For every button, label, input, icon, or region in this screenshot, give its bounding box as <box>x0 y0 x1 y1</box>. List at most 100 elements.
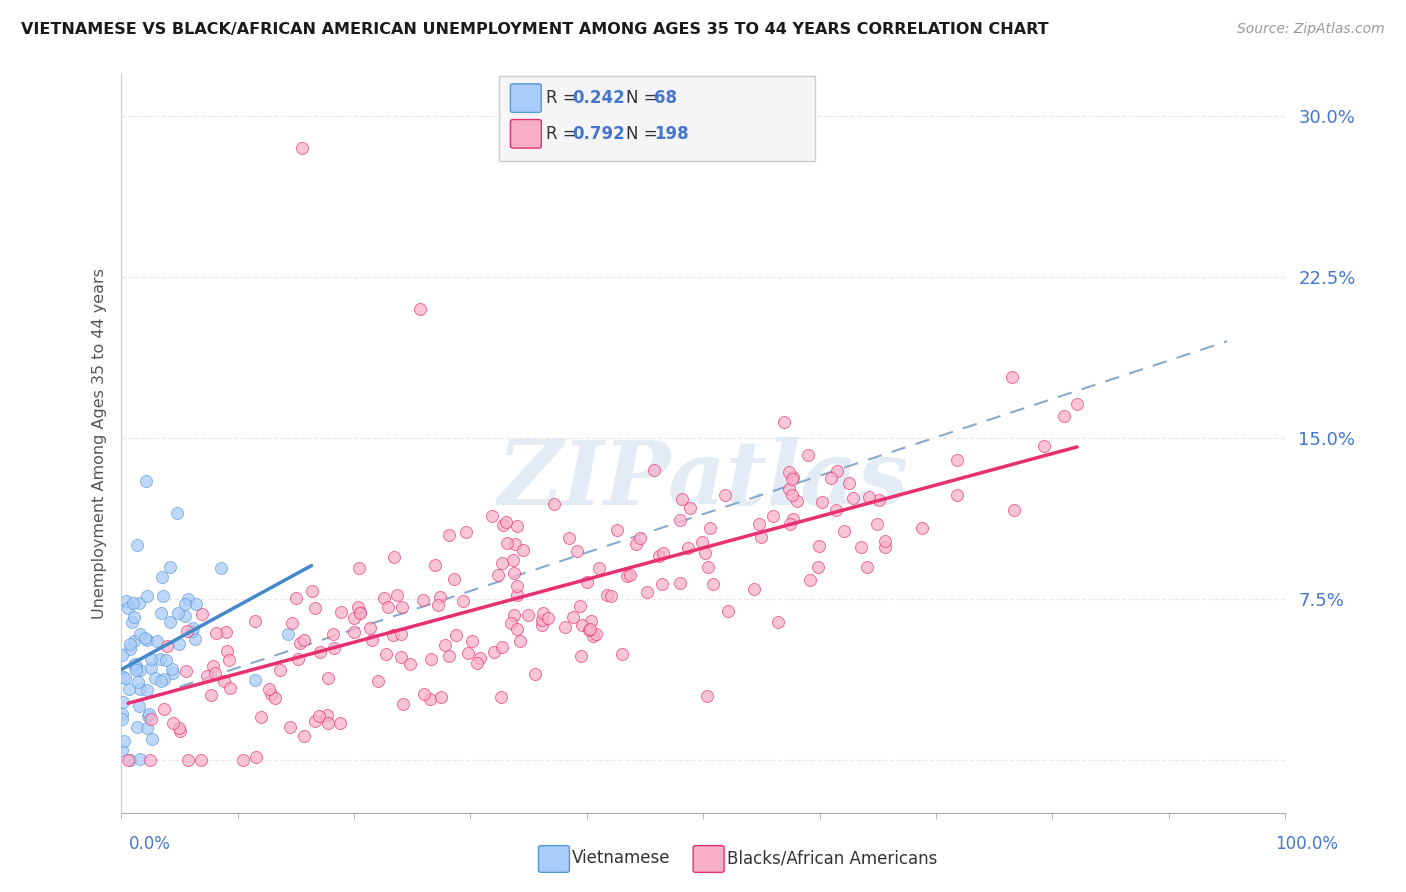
Point <box>138 706 160 721</box>
Point <box>249 709 271 723</box>
Point <box>946 488 969 502</box>
Point <box>141 731 163 746</box>
Point <box>288 636 311 650</box>
Point <box>565 544 588 558</box>
Point <box>162 666 184 681</box>
Point <box>693 546 716 560</box>
Point <box>160 662 183 676</box>
Point <box>118 637 141 651</box>
Point <box>389 627 412 641</box>
Point <box>117 600 139 615</box>
Point <box>827 464 849 478</box>
Point <box>150 606 173 620</box>
Point <box>218 653 240 667</box>
Point <box>517 607 540 622</box>
Point <box>643 463 665 477</box>
Point <box>215 624 238 639</box>
Point <box>503 607 526 622</box>
Point <box>780 472 803 486</box>
Point <box>628 532 651 546</box>
Point <box>530 618 553 632</box>
Point <box>842 491 865 505</box>
Point <box>263 690 285 705</box>
Point <box>122 634 145 648</box>
Point <box>111 695 134 709</box>
Point <box>495 515 517 529</box>
Point <box>259 682 281 697</box>
Point <box>232 753 254 767</box>
Point <box>451 593 474 607</box>
Point <box>419 692 441 706</box>
Point <box>118 682 141 697</box>
Point <box>413 687 436 701</box>
Point <box>782 512 804 526</box>
Point <box>751 530 773 544</box>
Point <box>134 631 156 645</box>
Text: 100.0%: 100.0% <box>1275 835 1339 853</box>
Point <box>153 672 176 686</box>
Point <box>135 632 157 647</box>
Point <box>118 641 141 656</box>
Point <box>702 576 724 591</box>
Point <box>136 721 159 735</box>
Point <box>554 620 576 634</box>
Point <box>558 531 581 545</box>
Point <box>190 753 212 767</box>
Point <box>780 488 803 502</box>
Point <box>174 664 197 678</box>
Point <box>195 668 218 682</box>
Point <box>128 699 150 714</box>
Point <box>152 702 174 716</box>
Point <box>636 585 658 599</box>
Point <box>145 671 167 685</box>
Point <box>491 517 513 532</box>
Point <box>280 720 302 734</box>
Point <box>329 605 352 619</box>
Point <box>181 621 204 635</box>
Point <box>152 590 174 604</box>
Point <box>121 615 143 629</box>
Point <box>373 591 395 605</box>
Point <box>127 675 149 690</box>
Text: 0.242: 0.242 <box>572 89 626 107</box>
Point <box>832 524 855 538</box>
Point <box>200 688 222 702</box>
Point <box>139 753 162 767</box>
Point <box>506 588 529 602</box>
Point <box>391 599 413 614</box>
Point <box>111 707 134 722</box>
Point <box>361 633 384 648</box>
Point <box>505 579 527 593</box>
Point <box>420 652 443 666</box>
Point <box>174 608 197 623</box>
Point <box>245 750 267 764</box>
Point <box>111 670 134 684</box>
Point <box>127 720 149 734</box>
Point <box>167 721 190 735</box>
Point <box>443 573 465 587</box>
Point <box>571 648 593 663</box>
Point <box>651 546 673 560</box>
Point <box>398 657 420 671</box>
Point <box>135 682 157 697</box>
Text: 198: 198 <box>654 125 689 143</box>
Point <box>343 611 366 625</box>
Point <box>596 588 619 602</box>
Point <box>155 639 177 653</box>
Text: R =: R = <box>546 89 582 107</box>
Text: 68: 68 <box>654 89 676 107</box>
Point <box>136 709 159 723</box>
Point <box>260 687 283 701</box>
Point <box>243 673 266 688</box>
Point <box>502 553 524 567</box>
Point <box>496 536 519 550</box>
Point <box>778 482 800 496</box>
Point <box>1004 502 1026 516</box>
Point <box>714 488 737 502</box>
Point <box>308 708 330 723</box>
Point <box>505 622 527 636</box>
Point <box>136 589 159 603</box>
Point <box>578 623 600 637</box>
Point <box>111 712 134 726</box>
Point <box>374 648 396 662</box>
